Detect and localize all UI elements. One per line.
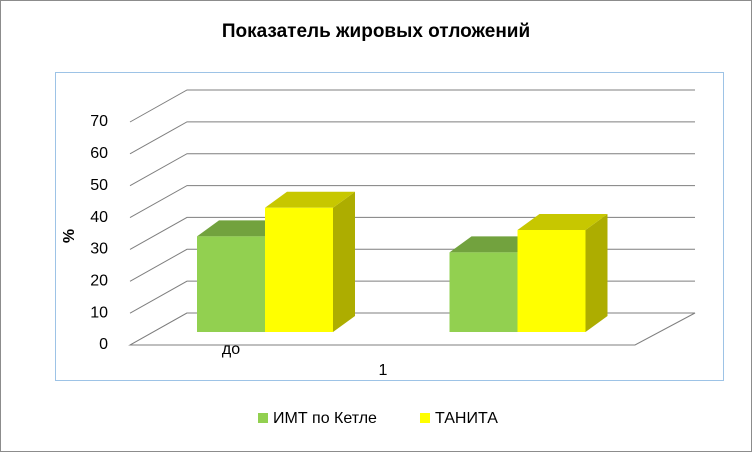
- grid-line: [129, 153, 695, 187]
- x-axis-label: 1: [379, 362, 388, 379]
- y-tick-label: 40: [90, 209, 108, 226]
- legend-swatch: [420, 413, 430, 423]
- bar: [517, 214, 608, 332]
- y-tick-label: 0: [99, 336, 108, 353]
- bar-top: [517, 214, 608, 231]
- y-tick-label: 10: [90, 304, 108, 321]
- bar-front: [197, 236, 265, 332]
- x-tick-label: до: [222, 341, 240, 358]
- bar-top: [197, 220, 287, 237]
- y-tick-label: 60: [90, 145, 108, 162]
- chart-title: Показатель жировых отложений: [222, 21, 530, 42]
- grid-line: [129, 89, 695, 123]
- y-tick-label: 70: [90, 113, 108, 130]
- bar: [265, 191, 355, 332]
- bar-front: [449, 252, 518, 332]
- bar-front: [265, 207, 333, 332]
- grid-line: [129, 216, 695, 250]
- y-tick-label: 20: [90, 273, 108, 290]
- grid-line: [129, 121, 695, 155]
- bar-top: [265, 191, 355, 208]
- bar-side: [585, 214, 608, 332]
- bar-front: [517, 230, 586, 332]
- y-tick-label: 50: [90, 177, 108, 194]
- legend-label: ИМТ по Кетле: [273, 410, 377, 427]
- grid-line: [129, 185, 695, 219]
- bar-top: [449, 236, 540, 253]
- legend-label: ТАНИТА: [435, 410, 498, 427]
- bar-side: [333, 191, 355, 332]
- y-axis-label: %: [61, 229, 78, 243]
- y-tick-label: 30: [90, 241, 108, 258]
- legend-swatch: [258, 413, 268, 423]
- plot-border: [55, 72, 724, 381]
